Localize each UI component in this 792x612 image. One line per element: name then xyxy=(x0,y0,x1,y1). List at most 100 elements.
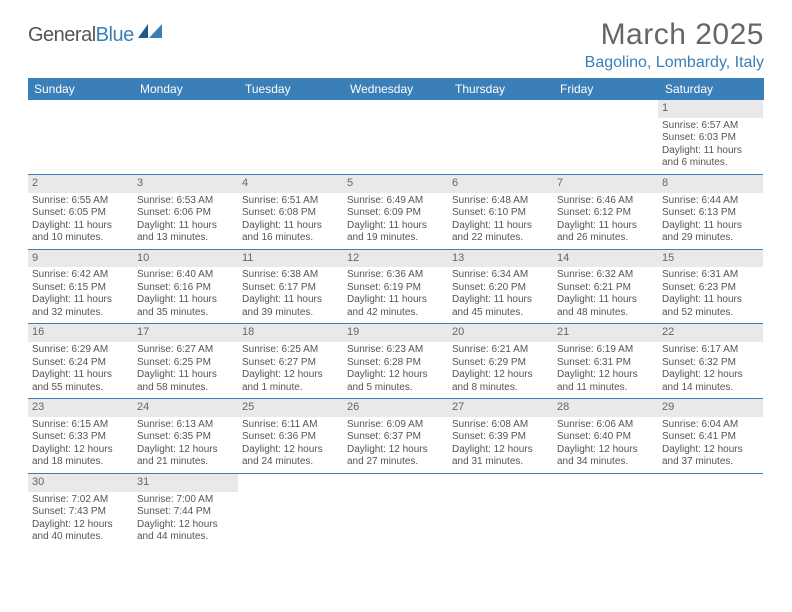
day-number: 24 xyxy=(133,399,238,417)
daylight1-text: Daylight: 12 hours xyxy=(662,369,759,382)
calendar-day-cell: 29Sunrise: 6:04 AMSunset: 6:41 PMDayligh… xyxy=(658,399,763,474)
daylight1-text: Daylight: 11 hours xyxy=(347,294,444,307)
calendar-day-cell: 5Sunrise: 6:49 AMSunset: 6:09 PMDaylight… xyxy=(343,174,448,249)
day-number: 12 xyxy=(343,250,448,268)
weekday-header-row: Sunday Monday Tuesday Wednesday Thursday… xyxy=(28,78,763,100)
calendar-day-cell xyxy=(553,100,658,174)
sunset-text: Sunset: 6:08 PM xyxy=(242,207,339,220)
daylight2-text: and 6 minutes. xyxy=(662,157,759,170)
daylight2-text: and 42 minutes. xyxy=(347,307,444,320)
day-detail-lines: Sunrise: 6:36 AMSunset: 6:19 PMDaylight:… xyxy=(347,269,444,319)
day-number: 9 xyxy=(28,250,133,268)
calendar-day-cell xyxy=(28,100,133,174)
day-detail-lines: Sunrise: 6:15 AMSunset: 6:33 PMDaylight:… xyxy=(32,419,129,469)
calendar-day-cell: 30Sunrise: 7:02 AMSunset: 7:43 PMDayligh… xyxy=(28,473,133,547)
daylight2-text: and 10 minutes. xyxy=(32,232,129,245)
daylight2-text: and 34 minutes. xyxy=(557,456,654,469)
calendar-day-cell: 10Sunrise: 6:40 AMSunset: 6:16 PMDayligh… xyxy=(133,249,238,324)
daylight2-text: and 1 minute. xyxy=(242,382,339,395)
calendar-day-cell: 23Sunrise: 6:15 AMSunset: 6:33 PMDayligh… xyxy=(28,399,133,474)
day-number: 8 xyxy=(658,175,763,193)
daylight1-text: Daylight: 12 hours xyxy=(242,369,339,382)
daylight1-text: Daylight: 12 hours xyxy=(242,444,339,457)
calendar-day-cell xyxy=(238,100,343,174)
day-number: 28 xyxy=(553,399,658,417)
daylight1-text: Daylight: 11 hours xyxy=(347,220,444,233)
day-detail-lines: Sunrise: 6:49 AMSunset: 6:09 PMDaylight:… xyxy=(347,195,444,245)
daylight2-text: and 18 minutes. xyxy=(32,456,129,469)
calendar-day-cell: 25Sunrise: 6:11 AMSunset: 6:36 PMDayligh… xyxy=(238,399,343,474)
sunrise-text: Sunrise: 6:40 AM xyxy=(137,269,234,282)
day-number: 18 xyxy=(238,324,343,342)
daylight2-text: and 31 minutes. xyxy=(452,456,549,469)
sunset-text: Sunset: 6:17 PM xyxy=(242,282,339,295)
calendar-day-cell: 28 Sunrise: 6:06 AMSunset: 6:40 PMDayligh… xyxy=(553,399,658,474)
day-number: 19 xyxy=(343,324,448,342)
sunset-text: Sunset: 6:15 PM xyxy=(32,282,129,295)
sunrise-text: Sunrise: 6:11 AM xyxy=(242,419,339,432)
calendar-body: 1Sunrise: 6:57 AMSunset: 6:03 PMDaylight… xyxy=(28,100,763,548)
day-number: 6 xyxy=(448,175,553,193)
daylight1-text: Daylight: 11 hours xyxy=(557,220,654,233)
day-number: 27 xyxy=(448,399,553,417)
daylight2-text: and 5 minutes. xyxy=(347,382,444,395)
logo-word-2: Blue xyxy=(96,24,134,46)
sunrise-text: Sunrise: 6:46 AM xyxy=(557,195,654,208)
sunset-text: Sunset: 6:05 PM xyxy=(32,207,129,220)
daylight2-text: and 24 minutes. xyxy=(242,456,339,469)
sunset-text: Sunset: 6:21 PM xyxy=(557,282,654,295)
calendar-week-row: 1Sunrise: 6:57 AMSunset: 6:03 PMDaylight… xyxy=(28,100,763,174)
sunset-text: Sunset: 6:33 PM xyxy=(32,431,129,444)
calendar-day-cell: 31Sunrise: 7:00 AMSunset: 7:44 PMDayligh… xyxy=(133,473,238,547)
daylight2-text: and 21 minutes. xyxy=(137,456,234,469)
sunrise-text: Sunrise: 6:44 AM xyxy=(662,195,759,208)
day-number: 21 xyxy=(553,324,658,342)
daylight2-text: and 26 minutes. xyxy=(557,232,654,245)
brand-logo: GeneralBlue xyxy=(28,18,164,47)
sunset-text: Sunset: 6:28 PM xyxy=(347,357,444,370)
daylight2-text: and 39 minutes. xyxy=(242,307,339,320)
day-detail-lines: Sunrise: 6:53 AMSunset: 6:06 PMDaylight:… xyxy=(137,195,234,245)
day-detail-lines: Sunrise: 6:32 AMSunset: 6:21 PMDaylight:… xyxy=(557,269,654,319)
day-detail-lines: Sunrise: 6:55 AMSunset: 6:05 PMDaylight:… xyxy=(32,195,129,245)
daylight2-text: and 55 minutes. xyxy=(32,382,129,395)
sunrise-text: Sunrise: 6:49 AM xyxy=(347,195,444,208)
sunset-text: Sunset: 7:43 PM xyxy=(32,506,129,519)
day-number: 25 xyxy=(238,399,343,417)
sunset-text: Sunset: 6:35 PM xyxy=(137,431,234,444)
sunrise-text: Sunrise: 6:42 AM xyxy=(32,269,129,282)
sunrise-text: Sunrise: 6:19 AM xyxy=(557,344,654,357)
weekday-header: Friday xyxy=(553,78,658,100)
sunrise-text: Sunrise: 6:55 AM xyxy=(32,195,129,208)
sunset-text: Sunset: 6:12 PM xyxy=(557,207,654,220)
daylight1-text: Daylight: 11 hours xyxy=(32,294,129,307)
sunrise-text: Sunrise: 6:27 AM xyxy=(137,344,234,357)
weekday-header: Monday xyxy=(133,78,238,100)
day-detail-lines: Sunrise: 6:21 AMSunset: 6:29 PMDaylight:… xyxy=(452,344,549,394)
sunset-text: Sunset: 6:40 PM xyxy=(557,431,654,444)
day-detail-lines: Sunrise: 6:48 AMSunset: 6:10 PMDaylight:… xyxy=(452,195,549,245)
day-number: 22 xyxy=(658,324,763,342)
daylight1-text: Daylight: 11 hours xyxy=(452,294,549,307)
daylight1-text: Daylight: 11 hours xyxy=(242,220,339,233)
daylight2-text: and 8 minutes. xyxy=(452,382,549,395)
day-detail-lines: Sunrise: 6:06 AMSunset: 6:40 PMDaylight:… xyxy=(557,419,654,469)
daylight2-text: and 11 minutes. xyxy=(557,382,654,395)
daylight2-text: and 16 minutes. xyxy=(242,232,339,245)
daylight2-text: and 58 minutes. xyxy=(137,382,234,395)
sunrise-text: Sunrise: 6:04 AM xyxy=(662,419,759,432)
calendar-day-cell: 17Sunrise: 6:27 AMSunset: 6:25 PMDayligh… xyxy=(133,324,238,399)
daylight2-text: and 45 minutes. xyxy=(452,307,549,320)
day-number: 13 xyxy=(448,250,553,268)
day-detail-lines: Sunrise: 6:57 AMSunset: 6:03 PMDaylight:… xyxy=(662,120,759,170)
day-detail-lines: Sunrise: 6:04 AMSunset: 6:41 PMDaylight:… xyxy=(662,419,759,469)
day-number: 17 xyxy=(133,324,238,342)
calendar-day-cell xyxy=(343,100,448,174)
sunset-text: Sunset: 6:20 PM xyxy=(452,282,549,295)
calendar-week-row: 23Sunrise: 6:15 AMSunset: 6:33 PMDayligh… xyxy=(28,399,763,474)
weekday-header: Thursday xyxy=(448,78,553,100)
sunset-text: Sunset: 6:03 PM xyxy=(662,132,759,145)
calendar-day-cell: 1Sunrise: 6:57 AMSunset: 6:03 PMDaylight… xyxy=(658,100,763,174)
sunrise-text: Sunrise: 6:06 AM xyxy=(557,419,654,432)
daylight2-text: and 32 minutes. xyxy=(32,307,129,320)
